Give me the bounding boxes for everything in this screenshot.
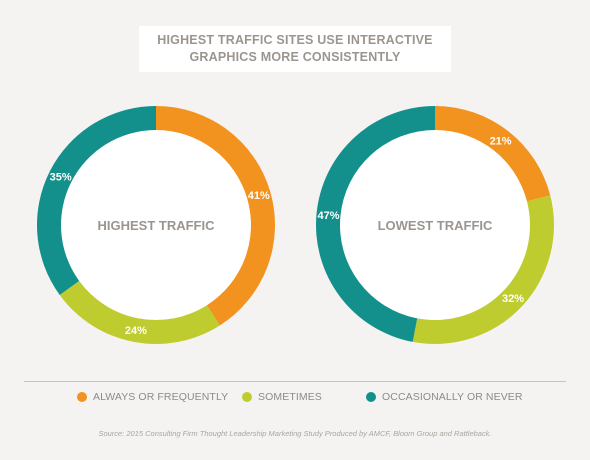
highest-traffic-center-title: HIGHEST TRAFFIC	[98, 218, 216, 233]
legend-label-never: OCCASIONALLY OR NEVER	[382, 391, 523, 403]
highest-traffic-slice-never	[37, 106, 156, 295]
lowest-traffic-slice-never	[315, 106, 435, 342]
lowest-traffic-center-disk	[340, 130, 530, 320]
highest-traffic-label-never: 35%	[50, 171, 72, 183]
legend-item-always: ALWAYS OR FREQUENTLY	[77, 391, 228, 403]
legend-label-sometimes: SOMETIMES	[258, 391, 322, 403]
legend-divider	[24, 381, 566, 382]
lowest-traffic-center-title: LOWEST TRAFFIC	[378, 218, 493, 233]
highest-traffic-label-always: 41%	[248, 190, 270, 202]
legend-item-sometimes: SOMETIMES	[242, 391, 322, 403]
source-note: Source: 2015 Consulting Firm Thought Lea…	[98, 429, 492, 438]
legend-item-never: OCCASIONALLY OR NEVER	[366, 391, 523, 403]
highest-traffic-center-disk	[61, 130, 251, 320]
lowest-traffic-label-always: 21%	[490, 135, 512, 147]
legend-dot-always	[77, 392, 87, 402]
legend: ALWAYS OR FREQUENTLY SOMETIMES OCCASIONA…	[0, 391, 590, 407]
highest-traffic-slice-sometimes	[59, 280, 220, 344]
legend-dot-never	[366, 392, 376, 402]
chart-title-box: HIGHEST TRAFFIC SITES USE INTERACTIVE GR…	[139, 26, 451, 72]
legend-dot-sometimes	[242, 392, 252, 402]
lowest-traffic-donut: 21% 32% 47% LOWEST TRAFFIC	[315, 106, 554, 344]
highest-traffic-donut: 41% 24% 35% HIGHEST TRAFFIC	[37, 106, 276, 344]
lowest-traffic-label-never: 47%	[317, 210, 339, 222]
lowest-traffic-label-sometimes: 32%	[502, 293, 524, 305]
legend-label-always: ALWAYS OR FREQUENTLY	[93, 391, 229, 403]
highest-traffic-label-sometimes: 24%	[125, 325, 147, 337]
chart-title-line-2: GRAPHICS MORE CONSISTENTLY	[189, 50, 401, 64]
lowest-traffic-slice-sometimes	[412, 195, 554, 344]
donut-charts: 41% 24% 35% HIGHEST TRAFFIC 21% 32% 47% LOWEST …	[37, 106, 554, 344]
lowest-traffic-slice-always	[435, 106, 551, 202]
highest-traffic-slice-always	[156, 106, 276, 326]
chart-title-line-1: HIGHEST TRAFFIC SITES USE INTERACTIVE	[157, 33, 433, 47]
